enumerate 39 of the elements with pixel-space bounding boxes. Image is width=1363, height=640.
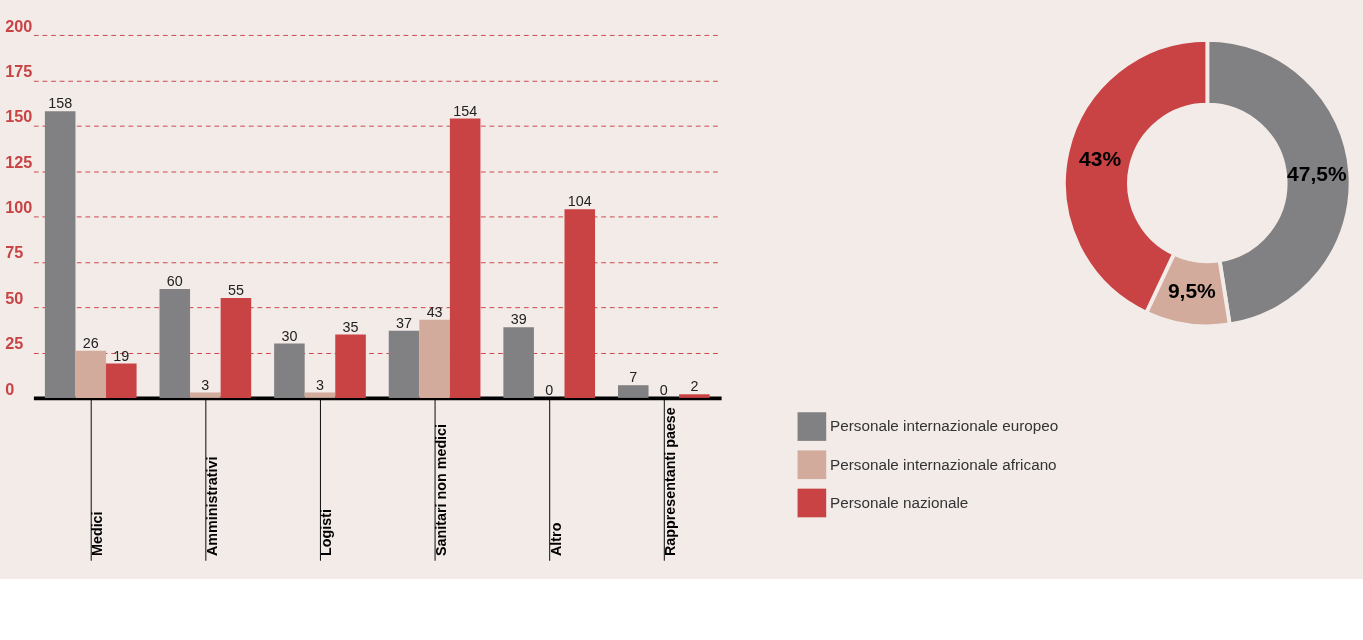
data-label: 39 xyxy=(510,311,527,328)
data-label: 30 xyxy=(281,327,298,344)
data-label: 55 xyxy=(227,282,244,299)
legend-label: Personale nazionale xyxy=(830,493,969,511)
x-tick-label: Sanitari non medici xyxy=(433,423,450,556)
x-tick-label: Medici xyxy=(89,511,106,556)
data-label: 43% xyxy=(1079,146,1122,170)
data-label: 2 xyxy=(690,378,699,395)
y-tick-label: 75 xyxy=(5,243,24,262)
x-tick-label: Altro xyxy=(547,522,564,556)
legend-label: Personale internazionale europeo xyxy=(830,417,1059,435)
y-tick-label: 175 xyxy=(5,61,33,80)
y-tick-label: 125 xyxy=(5,152,33,171)
data-label: 3 xyxy=(201,376,210,393)
y-tick-label: 25 xyxy=(5,334,24,353)
data-label: 26 xyxy=(82,334,99,351)
x-tick-label: Logisti xyxy=(318,509,335,556)
x-tick-label: Amministrativi xyxy=(203,456,220,556)
data-label: 35 xyxy=(342,318,359,335)
data-label: 158 xyxy=(48,95,73,112)
data-label: 43 xyxy=(426,304,443,321)
legend-label: Personale internazionale africano xyxy=(830,455,1057,473)
data-label: 104 xyxy=(567,193,592,210)
y-tick-label: 150 xyxy=(5,107,33,126)
data-label: 47,5% xyxy=(1287,162,1347,186)
data-label: 7 xyxy=(629,369,638,386)
data-label: 3 xyxy=(315,376,324,393)
data-label: 9,5% xyxy=(1167,279,1217,303)
y-tick-label: 50 xyxy=(5,288,24,307)
y-tick-label: 100 xyxy=(5,198,33,217)
x-tick-label: Rappresentanti paese xyxy=(662,407,679,556)
data-label: 0 xyxy=(545,382,554,399)
y-tick-label: 200 xyxy=(5,16,33,35)
data-label: 19 xyxy=(113,347,130,364)
y-tick-label: 0 xyxy=(5,379,15,398)
data-label: 0 xyxy=(659,382,668,399)
data-label: 154 xyxy=(453,102,478,119)
data-label: 60 xyxy=(166,273,183,290)
data-label: 37 xyxy=(396,314,413,331)
